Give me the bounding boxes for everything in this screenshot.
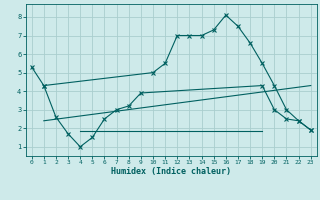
X-axis label: Humidex (Indice chaleur): Humidex (Indice chaleur) <box>111 167 231 176</box>
